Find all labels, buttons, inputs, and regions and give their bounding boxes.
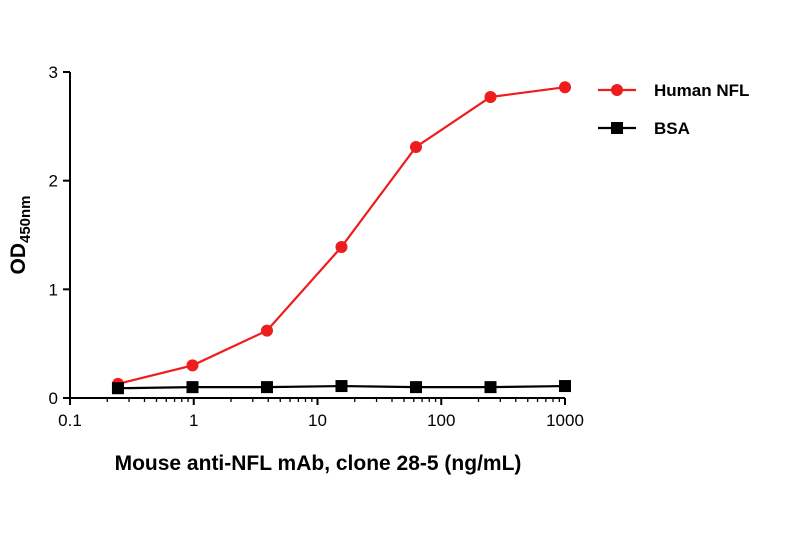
y-axis-title-sub: 450nm	[17, 195, 34, 243]
y-tick-label: 2	[49, 172, 58, 191]
series-bsa	[111, 380, 571, 395]
legend-label: Human NFL	[654, 81, 749, 100]
data-point	[260, 381, 273, 394]
data-point	[335, 240, 348, 253]
legend: Human NFL BSA	[598, 81, 749, 138]
data-point	[409, 381, 422, 394]
axes: 0 1 2 3 0.1 1 10 100 1000	[49, 63, 584, 430]
y-tick-label: 0	[49, 389, 58, 408]
data-point	[484, 381, 497, 394]
x-tick-label: 0.1	[58, 411, 82, 430]
x-tick-label: 100	[427, 411, 455, 430]
legend-marker	[611, 84, 623, 96]
y-axis-title: OD450nm	[7, 195, 34, 274]
data-point	[111, 382, 124, 395]
legend-label: BSA	[654, 119, 690, 138]
data-point	[484, 90, 497, 103]
data-point	[186, 381, 199, 394]
x-axis-title: Mouse anti-NFL mAb, clone 28-5 (ng/mL)	[115, 452, 522, 475]
x-tick-label: 1	[189, 411, 198, 430]
data-point	[186, 359, 199, 372]
data-point	[559, 81, 571, 94]
y-axis-title-main: OD	[7, 243, 30, 275]
y-tick-label: 3	[49, 63, 58, 82]
y-tick-label: 1	[49, 280, 58, 299]
series-human-nfl	[111, 81, 571, 390]
legend-item: BSA	[598, 119, 690, 138]
legend-marker	[611, 122, 623, 134]
series-line	[117, 86, 566, 385]
x-tick-label: 10	[308, 411, 327, 430]
data-point	[409, 140, 422, 153]
data-point	[335, 380, 348, 393]
data-point	[559, 380, 571, 393]
legend-item: Human NFL	[598, 81, 749, 100]
series-layer	[111, 81, 571, 395]
data-point	[260, 324, 273, 337]
x-tick-label: 1000	[546, 411, 584, 430]
